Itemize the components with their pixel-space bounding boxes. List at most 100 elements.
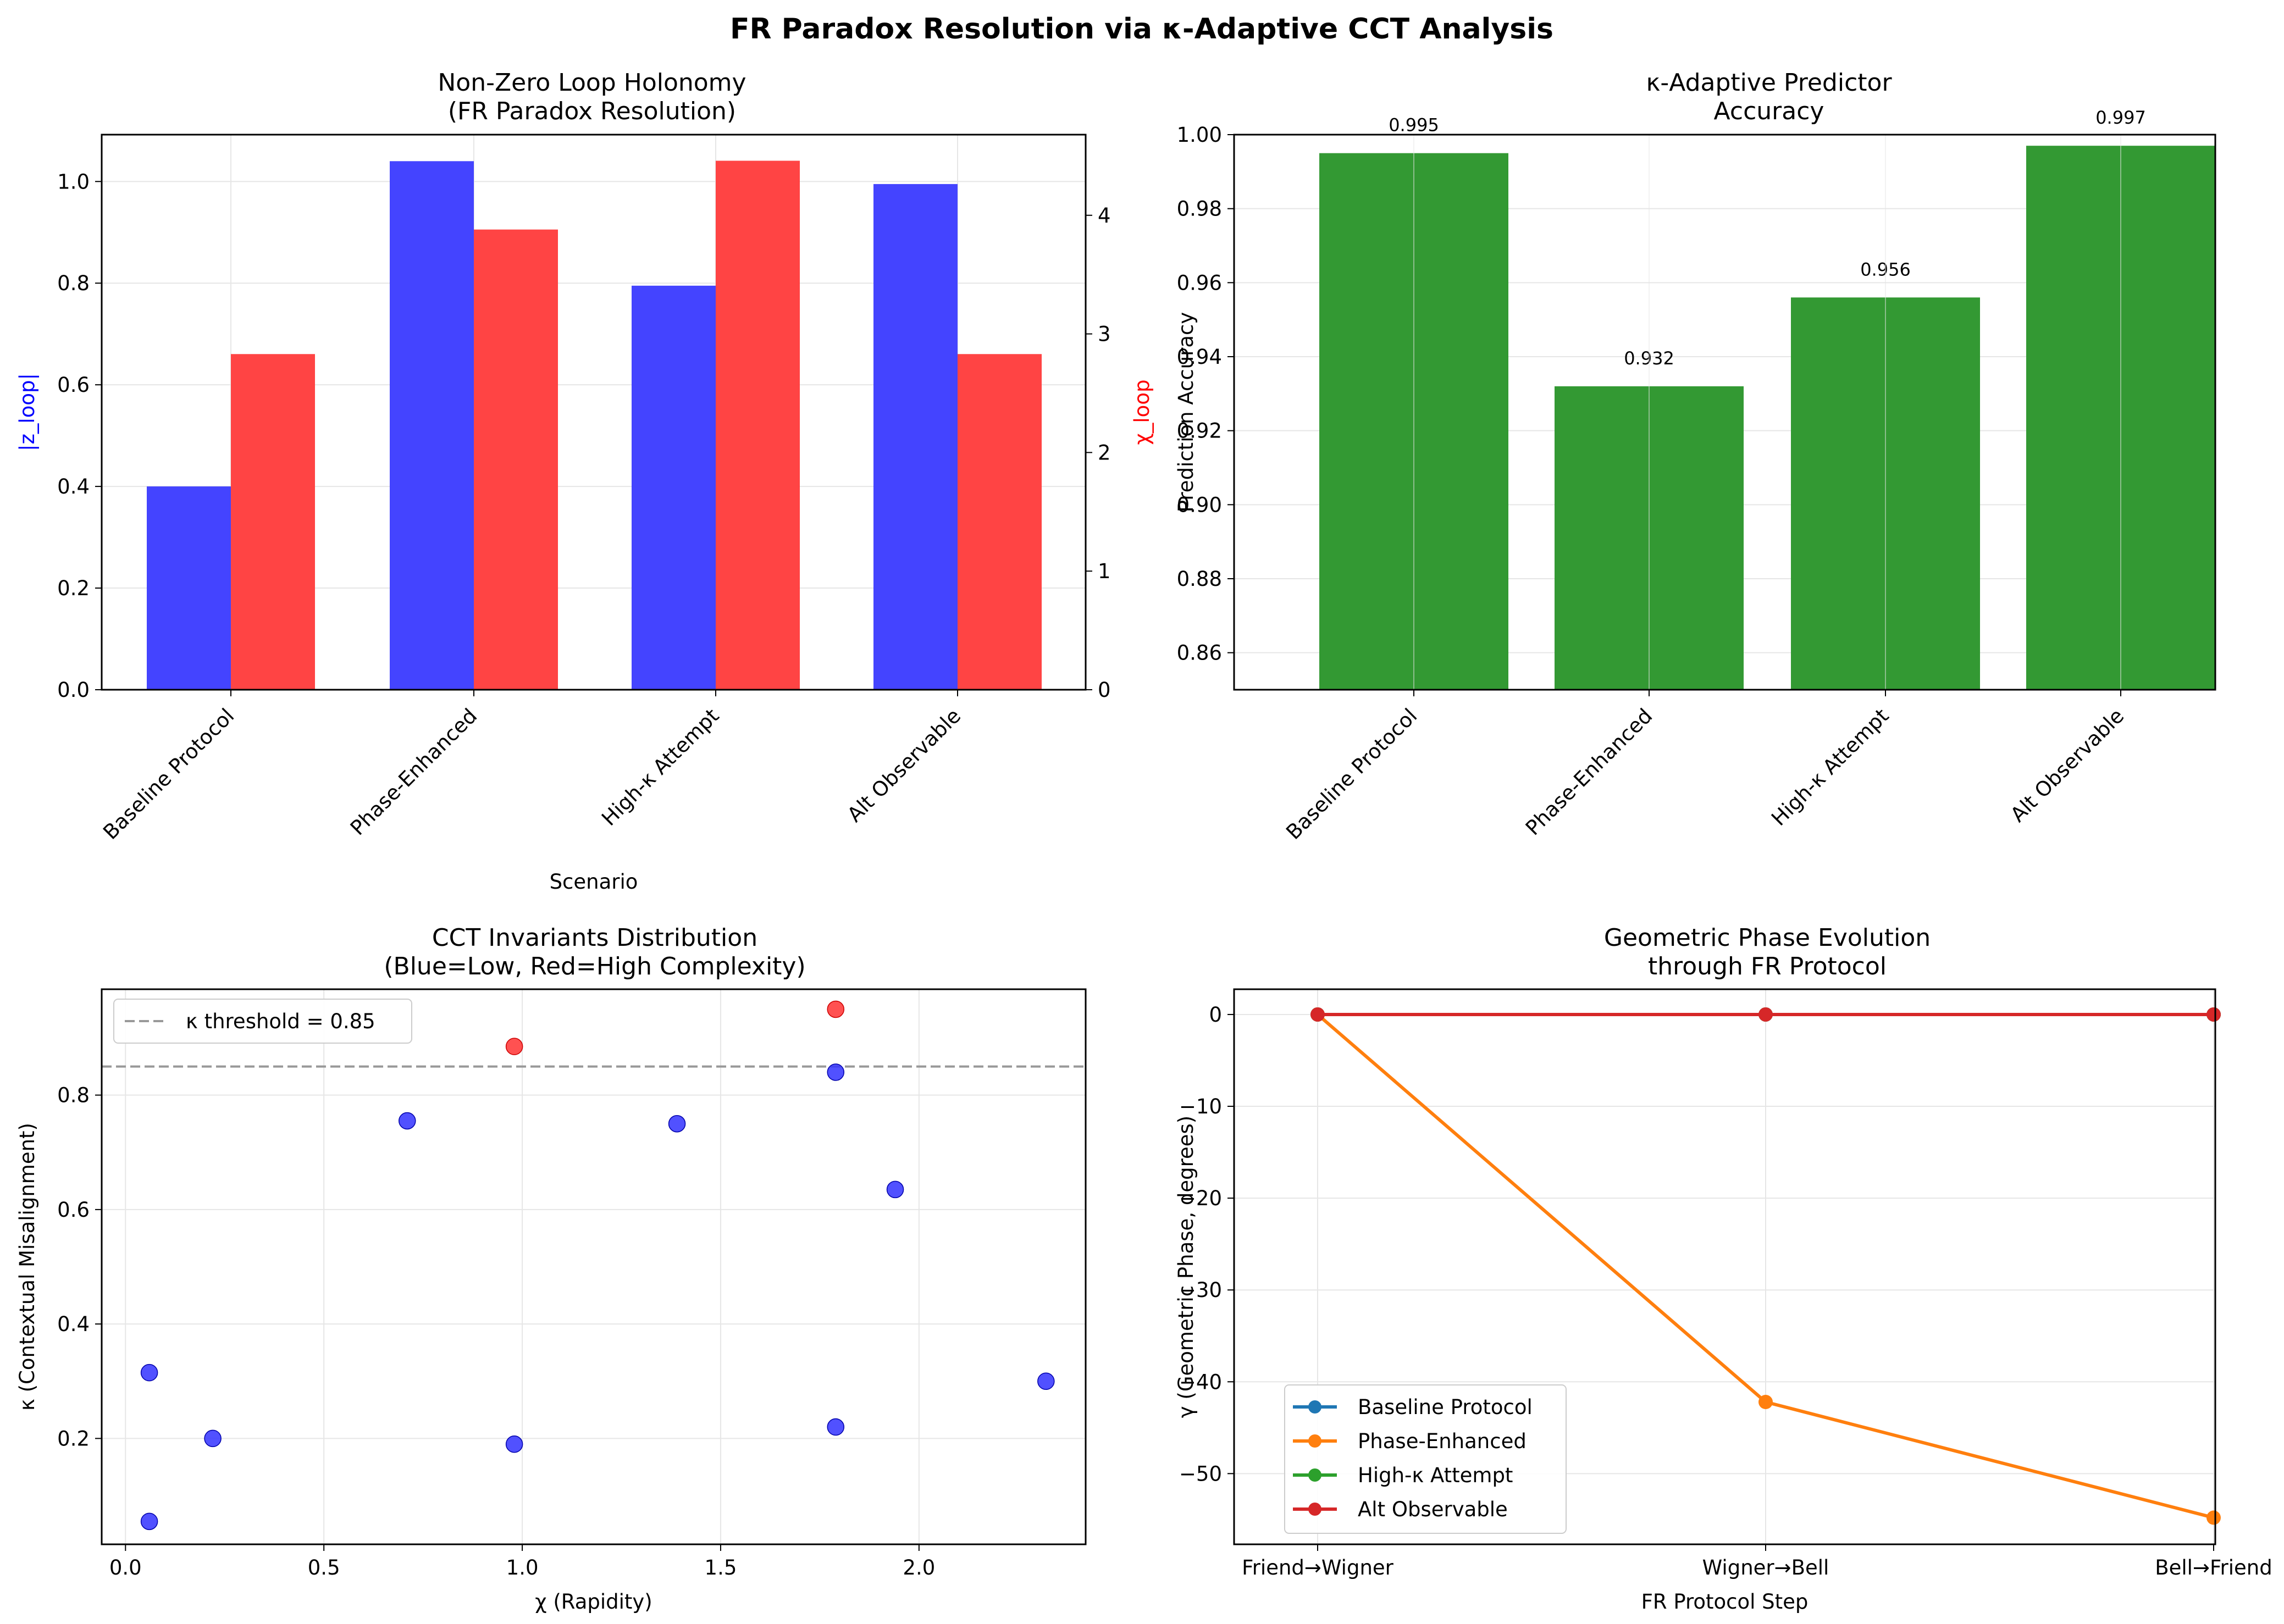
legend: κ threshold = 0.85 <box>113 999 412 1044</box>
panel-accuracy: κ-Adaptive Predictor Accuracy 0.9950.932… <box>1174 69 2216 844</box>
x-tick-label: Alt Observable <box>2006 704 2128 827</box>
x-tick-label: Baseline Protocol <box>98 704 239 844</box>
axes-frame <box>1233 988 2216 1545</box>
panel-holonomy: Non-Zero Loop Holonomy (FR Paradox Resol… <box>15 69 1154 894</box>
y-tick-label: 0 <box>1209 1003 1222 1027</box>
x-tick-label: 0.5 <box>308 1556 340 1579</box>
legend-swatch-marker <box>1308 1503 1321 1516</box>
scatter-point-low <box>140 1512 158 1531</box>
legend-label: Phase-Enhanced <box>1358 1429 1527 1453</box>
legend-swatch-marker <box>1308 1468 1321 1482</box>
axes-frame <box>101 134 1087 691</box>
x-tick-label: High-κ Attempt <box>1767 704 1893 830</box>
legend-label: High-κ Attempt <box>1358 1464 1513 1487</box>
axes-frame <box>1233 134 2216 691</box>
y2-tick-label: 0 <box>1098 678 1111 702</box>
x-tick-label: 2.0 <box>903 1556 935 1579</box>
y-tick-label: 1.00 <box>1177 123 1222 147</box>
y-axis-label: κ (Contextual Misalignment) <box>15 1123 39 1411</box>
y-tick-label: 1.0 <box>57 170 90 193</box>
y-axis-label: |z_loop| <box>15 373 39 451</box>
panel-holonomy-title-line-2: (FR Paradox Resolution) <box>448 97 736 125</box>
x-tick-label: Wigner→Bell <box>1702 1556 1829 1579</box>
y-tick-label: 0.4 <box>57 475 90 498</box>
scatter-point-low <box>1037 1372 1055 1390</box>
y-tick-label: 0.2 <box>57 577 90 600</box>
y-tick-label: 0.0 <box>57 678 90 702</box>
panel-holonomy-title-line-1: Non-Zero Loop Holonomy <box>438 69 746 97</box>
panel-accuracy-title-line-1: κ-Adaptive Predictor <box>1646 69 1892 97</box>
scatter-point-high <box>505 1038 523 1055</box>
panel-phase-title-line-2: through FR Protocol <box>1648 952 1887 980</box>
scatter-point-low <box>399 1112 416 1130</box>
scatter-point-low <box>827 1418 845 1436</box>
x-tick-label: 0.0 <box>109 1556 142 1579</box>
scatter-point-low <box>886 1180 904 1199</box>
y2-tick-label: 3 <box>1098 323 1111 346</box>
y2-tick-label: 1 <box>1098 559 1111 583</box>
y-tick-label: −30 <box>1179 1278 1222 1302</box>
y-tick-label: 0.6 <box>57 373 90 397</box>
legend: Baseline Protocol Phase-Enhanced High-κ At… <box>1284 1384 1567 1534</box>
y-axis-label: Prediction Accuracy <box>1174 312 1198 513</box>
panel-invariants-title-line-1: CCT Invariants Distribution <box>432 924 757 952</box>
y2-tick-label: 2 <box>1098 441 1111 464</box>
series-marker <box>1310 1007 1325 1022</box>
x-axis-label: Scenario <box>550 870 638 894</box>
series-marker <box>2206 1007 2221 1022</box>
bar-z-loop <box>632 285 716 690</box>
series-marker <box>1758 1007 1773 1022</box>
y-tick-label: −10 <box>1179 1095 1222 1118</box>
bar-z-loop <box>147 486 231 690</box>
axes-frame <box>101 988 1087 1545</box>
bar-z-loop <box>873 184 958 690</box>
panel-invariants-title-line-2: (Blue=Low, Red=High Complexity) <box>384 952 805 980</box>
scatter-point-low <box>140 1364 158 1382</box>
x-tick-label: Baseline Protocol <box>1281 704 1422 844</box>
scatter-point-low <box>505 1435 523 1453</box>
y-tick-label: 0.96 <box>1177 271 1222 295</box>
x-tick-label: Phase-Enhanced <box>1521 704 1657 840</box>
legend-swatch-marker <box>1308 1400 1321 1414</box>
series-marker <box>2206 1510 2221 1525</box>
y-tick-label: 0.8 <box>57 271 90 295</box>
y-axis-label: γ (Geometric Phase, degrees) <box>1174 1116 1198 1418</box>
bar-z-loop <box>390 161 474 690</box>
x-tick-label: 1.0 <box>506 1556 539 1579</box>
x-tick-label: High-κ Attempt <box>597 704 723 830</box>
legend-box <box>1284 1384 1567 1534</box>
legend-threshold-label: κ threshold = 0.85 <box>186 1010 375 1033</box>
y-tick-label: 0.6 <box>57 1198 90 1222</box>
legend-label: Baseline Protocol <box>1358 1395 1533 1419</box>
panel-phase-title-line-1: Geometric Phase Evolution <box>1604 924 1931 952</box>
y-tick-label: 0.2 <box>57 1427 90 1450</box>
panel-phase: Geometric Phase Evolution through FR Pro… <box>1174 924 2272 1614</box>
x-tick-label: Friend→Wigner <box>1242 1556 1394 1579</box>
x-axis-label: FR Protocol Step <box>1641 1590 1809 1614</box>
bar-chi-loop <box>958 354 1042 690</box>
x-tick-label: Phase-Enhanced <box>346 704 482 840</box>
y2-tick-label: 4 <box>1098 204 1111 228</box>
bar-chi-loop <box>231 354 315 690</box>
y-tick-label: 0.88 <box>1177 567 1222 591</box>
bar-chi-loop <box>716 160 800 690</box>
y2-axis-label: χ_loop <box>1130 380 1154 445</box>
x-tick-label: 1.5 <box>705 1556 737 1579</box>
scatter-point-low <box>668 1115 686 1133</box>
y-tick-label: 0.98 <box>1177 197 1222 221</box>
x-tick-label: Alt Observable <box>843 704 965 827</box>
legend-swatch-marker <box>1308 1434 1321 1448</box>
y-tick-label: −50 <box>1179 1462 1222 1486</box>
scatter-point-high <box>827 1000 845 1018</box>
y-tick-label: −20 <box>1179 1187 1222 1210</box>
y-tick-label: 0.86 <box>1177 641 1222 665</box>
bar-chi-loop <box>474 229 558 690</box>
y-tick-label: 0.4 <box>57 1312 90 1336</box>
legend-label: Alt Observable <box>1358 1498 1508 1521</box>
y-tick-label: 0.8 <box>57 1084 90 1107</box>
figure-title: FR Paradox Resolution via κ-Adaptive CCT… <box>730 13 1553 46</box>
y-tick-label: 0.92 <box>1177 419 1222 443</box>
panel-invariants: CCT Invariants Distribution (Blue=Low, R… <box>15 924 1087 1614</box>
scatter-point-low <box>204 1429 222 1448</box>
bar-value-label: 0.995 <box>1389 115 1439 136</box>
